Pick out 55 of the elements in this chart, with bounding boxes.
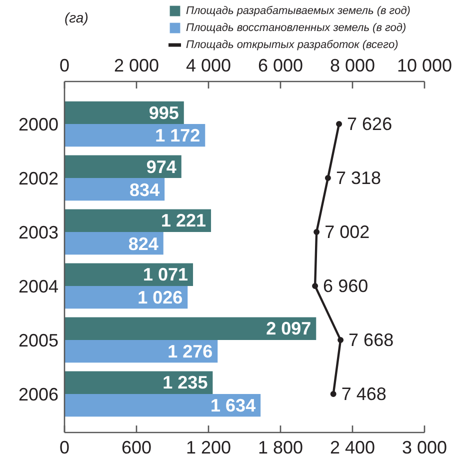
data-label: 1 221: [160, 210, 206, 231]
data-label: 1 026: [138, 287, 183, 308]
data-label: 1 276: [168, 341, 213, 362]
bar: [64, 394, 261, 417]
data-label: 824: [128, 234, 158, 254]
data-label: 1 071: [142, 264, 188, 285]
data-label: 1 172: [155, 125, 200, 146]
bar: [64, 209, 212, 232]
point: [314, 228, 320, 235]
bar: [64, 124, 206, 147]
bar: [64, 263, 194, 286]
x2-tick-label: 4 000: [186, 56, 232, 76]
y-tick-label: 2003: [18, 222, 59, 242]
legend-label: Площадь разрабатываемых земель (в год): [186, 4, 410, 17]
text: (га): [64, 10, 88, 26]
point: [330, 390, 336, 397]
bar: [64, 317, 316, 340]
x-tick-label: 1 800: [258, 438, 304, 458]
x2-tick-label: 8 000: [330, 56, 376, 76]
data-label: 7 318: [336, 168, 381, 188]
data-label: 1 235: [162, 372, 208, 393]
bar: [64, 101, 184, 124]
data-label: 6 960: [323, 276, 368, 296]
data-label: 2 097: [266, 318, 312, 339]
bar: [64, 371, 213, 394]
x2-tick-label: 6 000: [258, 56, 304, 76]
data-label: 1 634: [210, 395, 256, 416]
point: [312, 282, 318, 289]
x2-tick-label: 10 000: [396, 56, 452, 76]
data-label: 7 468: [341, 384, 386, 404]
data-label: 995: [148, 103, 179, 124]
data-label: 7 626: [347, 114, 392, 134]
x2-tick-label: 0: [59, 56, 70, 76]
data-label: 7 002: [324, 222, 370, 242]
y-tick-label: 2004: [18, 276, 59, 296]
x-tick-label: 600: [121, 438, 152, 458]
legend-label: Площадь восстановленных земель (в год): [186, 21, 406, 34]
x2-tick-label: 2 000: [114, 56, 160, 76]
data-label: 834: [130, 180, 160, 200]
x-tick-label: 2 400: [330, 438, 376, 458]
y-tick-label: 2005: [18, 330, 59, 350]
x-tick-label: 3 000: [402, 438, 448, 458]
bar: [64, 155, 182, 178]
point: [336, 120, 342, 127]
y-tick-label: 2002: [18, 168, 59, 188]
x-tick-label: 0: [59, 438, 70, 458]
bar: [64, 340, 218, 363]
point: [324, 174, 331, 181]
y-tick-label: 2006: [18, 384, 59, 404]
x-tick-label: 1 200: [186, 438, 232, 458]
y-tick-label: 2000: [18, 114, 59, 134]
legend-label: Площадь открытых разработок (всего): [186, 38, 398, 51]
data-label: 974: [146, 157, 176, 178]
point: [338, 336, 344, 343]
data-label: 7 668: [348, 330, 394, 350]
